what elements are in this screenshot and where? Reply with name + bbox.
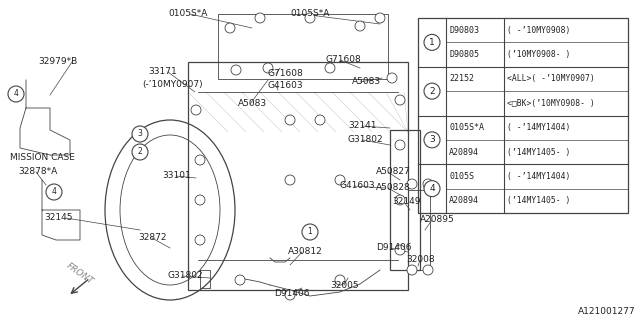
- Circle shape: [315, 115, 325, 125]
- Circle shape: [395, 140, 405, 150]
- Text: 1: 1: [308, 228, 312, 236]
- Circle shape: [195, 155, 205, 165]
- Text: ( -’14MY1404): ( -’14MY1404): [507, 172, 570, 181]
- Text: 0105S*A: 0105S*A: [290, 10, 330, 19]
- Text: 32008: 32008: [406, 255, 435, 265]
- Text: G71608: G71608: [268, 69, 304, 78]
- Text: ( -’14MY1404): ( -’14MY1404): [507, 123, 570, 132]
- Circle shape: [191, 105, 201, 115]
- Text: <ALL>( -’10MY0907): <ALL>( -’10MY0907): [507, 75, 595, 84]
- Text: G31802: G31802: [168, 271, 204, 281]
- Circle shape: [335, 275, 345, 285]
- Text: 0105S: 0105S: [449, 172, 474, 181]
- Text: A121001277: A121001277: [579, 307, 636, 316]
- Text: 32878*A: 32878*A: [18, 167, 57, 177]
- Text: D91406: D91406: [376, 244, 412, 252]
- Text: 32005: 32005: [330, 281, 358, 290]
- Circle shape: [325, 63, 335, 73]
- Text: 32872: 32872: [138, 234, 166, 243]
- Text: 0105S*A: 0105S*A: [168, 10, 207, 19]
- Text: 1: 1: [429, 38, 435, 47]
- Text: A20894: A20894: [449, 148, 479, 156]
- Circle shape: [263, 63, 273, 73]
- Circle shape: [302, 224, 318, 240]
- Text: A5083: A5083: [238, 100, 267, 108]
- Text: A50827: A50827: [376, 167, 411, 177]
- Text: 32145: 32145: [44, 213, 72, 222]
- Text: G31802: G31802: [348, 135, 383, 145]
- Text: A20895: A20895: [420, 215, 455, 225]
- Bar: [418, 18, 628, 213]
- Circle shape: [424, 34, 440, 50]
- Text: 2: 2: [429, 87, 435, 96]
- Circle shape: [407, 265, 417, 275]
- Circle shape: [285, 115, 295, 125]
- Circle shape: [423, 179, 433, 189]
- Text: G41603: G41603: [340, 181, 376, 190]
- Text: A50828: A50828: [376, 183, 411, 193]
- Text: (’10MY0908- ): (’10MY0908- ): [507, 50, 570, 59]
- Circle shape: [231, 65, 241, 75]
- Bar: [218, 14, 388, 79]
- Circle shape: [132, 144, 148, 160]
- Circle shape: [375, 13, 385, 23]
- Text: (-’10MY0907): (-’10MY0907): [142, 79, 203, 89]
- Circle shape: [285, 290, 295, 300]
- Circle shape: [395, 245, 405, 255]
- Text: 22152: 22152: [449, 75, 474, 84]
- Text: FRONT: FRONT: [65, 261, 95, 286]
- Text: G41603: G41603: [268, 82, 303, 91]
- Circle shape: [424, 180, 440, 196]
- Text: A20894: A20894: [449, 196, 479, 205]
- Text: 2: 2: [138, 148, 142, 156]
- Text: D90803: D90803: [449, 26, 479, 35]
- Circle shape: [8, 86, 24, 102]
- Bar: [188, 62, 408, 290]
- Text: MISSION CASE: MISSION CASE: [10, 154, 75, 163]
- Text: 33101: 33101: [162, 172, 191, 180]
- Circle shape: [235, 275, 245, 285]
- Circle shape: [395, 95, 405, 105]
- Text: 32141: 32141: [348, 122, 376, 131]
- Circle shape: [335, 175, 345, 185]
- Circle shape: [225, 23, 235, 33]
- Circle shape: [285, 175, 295, 185]
- Circle shape: [423, 265, 433, 275]
- Text: 4: 4: [13, 90, 19, 99]
- Circle shape: [132, 126, 148, 142]
- Text: A5083: A5083: [352, 77, 381, 86]
- Circle shape: [195, 235, 205, 245]
- Circle shape: [46, 184, 62, 200]
- Circle shape: [255, 13, 265, 23]
- Text: (’14MY1405- ): (’14MY1405- ): [507, 148, 570, 156]
- Circle shape: [424, 83, 440, 99]
- Circle shape: [407, 179, 417, 189]
- Text: 3: 3: [138, 130, 143, 139]
- Text: (’14MY1405- ): (’14MY1405- ): [507, 196, 570, 205]
- Text: D91406: D91406: [274, 290, 310, 299]
- Circle shape: [305, 13, 315, 23]
- Circle shape: [387, 73, 397, 83]
- Circle shape: [355, 21, 365, 31]
- Text: 4: 4: [52, 188, 56, 196]
- Text: 4: 4: [429, 184, 435, 193]
- Circle shape: [195, 195, 205, 205]
- Text: <□BK>(’10MY0908- ): <□BK>(’10MY0908- ): [507, 99, 595, 108]
- Text: 32149: 32149: [392, 197, 420, 206]
- Text: 3: 3: [429, 135, 435, 144]
- Text: G71608: G71608: [326, 55, 362, 65]
- Text: ( -’10MY0908): ( -’10MY0908): [507, 26, 570, 35]
- Circle shape: [395, 195, 405, 205]
- Text: 32979*B: 32979*B: [38, 58, 77, 67]
- Bar: [390, 130, 420, 270]
- Text: 0105S*A: 0105S*A: [449, 123, 484, 132]
- Text: A30812: A30812: [288, 247, 323, 257]
- Text: D90805: D90805: [449, 50, 479, 59]
- Text: 33171: 33171: [148, 68, 177, 76]
- Circle shape: [424, 132, 440, 148]
